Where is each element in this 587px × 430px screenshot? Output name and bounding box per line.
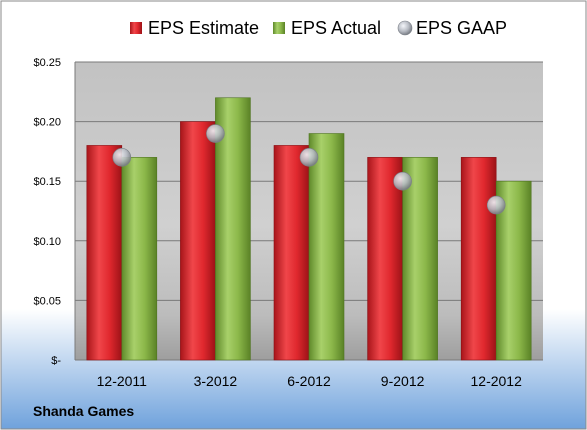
legend: EPS Estimate EPS Actual EPS GAAP: [130, 18, 507, 38]
actual-bar: [215, 97, 251, 361]
x-axis: 12-2011 3-2012 6-2012 9-2012 12-2012: [97, 373, 522, 389]
legend-label: EPS Estimate: [148, 18, 259, 38]
gaap-marker: [112, 148, 132, 167]
legend-swatch: [130, 22, 142, 34]
legend-swatch: [273, 22, 285, 34]
estimate-bar: [273, 145, 310, 361]
gaap-markers: [112, 124, 506, 215]
x-tick-label: 3-2012: [194, 373, 238, 389]
gaap-marker: [299, 148, 319, 167]
actual-bar: [121, 157, 158, 361]
legend-label: EPS GAAP: [416, 18, 507, 38]
x-tick-label: 12-2011: [97, 373, 148, 389]
estimate-bar: [460, 157, 497, 361]
estimate-bar: [86, 145, 123, 361]
y-tick-label: $-: [51, 355, 61, 367]
y-tick-label: $0.15: [33, 176, 61, 188]
gaap-marker: [486, 195, 506, 215]
estimate-bar: [180, 121, 216, 361]
gaap-marker: [206, 124, 225, 143]
y-tick-label: $0.20: [33, 117, 61, 129]
x-tick-label: 6-2012: [287, 373, 331, 389]
legend-swatch: [397, 20, 413, 36]
actual-bar: [402, 157, 438, 361]
y-tick-label: $0.05: [33, 295, 61, 307]
estimate-bar: [367, 157, 403, 361]
y-tick-label: $0.25: [33, 57, 61, 69]
company-label: Shanda Games: [33, 403, 134, 419]
legend-label: EPS Actual: [291, 18, 381, 38]
gaap-marker: [393, 171, 412, 191]
actual-bar: [308, 133, 345, 361]
y-tick-label: $0.10: [33, 236, 61, 248]
x-tick-label: 12-2012: [471, 373, 523, 389]
bars: [86, 97, 532, 361]
x-tick-label: 9-2012: [381, 373, 425, 389]
